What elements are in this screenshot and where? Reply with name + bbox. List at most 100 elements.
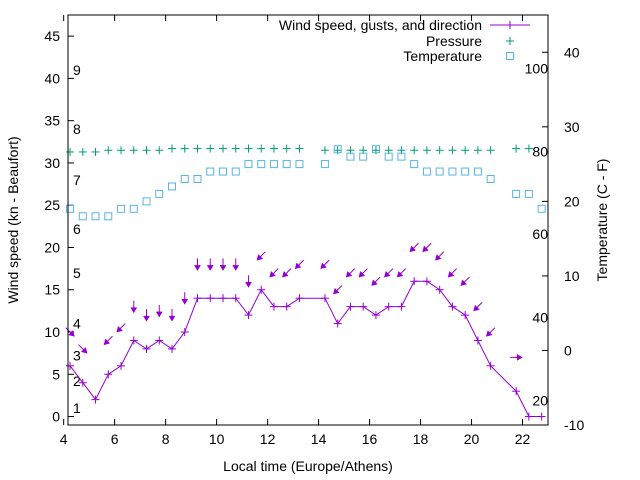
wind-direction-arrow xyxy=(256,251,266,261)
y-tick-label: 25 xyxy=(44,197,60,213)
y2-tick-label: 20 xyxy=(564,193,580,209)
y-tick-label: 35 xyxy=(44,113,60,129)
temperature-point xyxy=(512,189,521,198)
pressure-point xyxy=(282,144,291,153)
temperature-point xyxy=(333,145,342,154)
temperature-point xyxy=(486,175,495,183)
wind-direction-arrow xyxy=(78,344,88,354)
wind-speed-point xyxy=(168,344,177,353)
x-tick-label: 14 xyxy=(311,431,327,447)
wind-direction-arrow xyxy=(384,268,394,278)
pressure-point xyxy=(218,144,227,153)
wind-speed-point xyxy=(410,277,419,286)
x-tick-label: 6 xyxy=(111,431,119,447)
pressure-point xyxy=(473,146,482,155)
x-tick-label: 20 xyxy=(464,431,480,447)
y-tick-label: 5 xyxy=(52,366,60,382)
temperature-point xyxy=(66,204,75,213)
pressure-point xyxy=(231,144,240,153)
x-tick-label: 8 xyxy=(162,431,170,447)
wind-direction-arrow xyxy=(473,302,483,312)
temperature-point xyxy=(359,152,368,161)
pressure-point xyxy=(257,144,266,153)
temperature-point xyxy=(282,160,291,169)
beaufort-label: 6 xyxy=(73,221,81,237)
wind-speed-point xyxy=(104,370,113,379)
fahrenheit-label: 100 xyxy=(525,61,549,77)
x-tick-label: 22 xyxy=(515,431,531,447)
beaufort-label: 9 xyxy=(73,62,81,78)
temperature-point xyxy=(142,197,151,206)
y-tick-label: 0 xyxy=(52,409,60,425)
y-tick-label: 20 xyxy=(44,239,60,255)
pressure-point xyxy=(435,146,444,155)
wind-direction-arrow xyxy=(320,259,330,269)
temperature-point xyxy=(206,167,215,176)
pressure-point xyxy=(193,144,202,153)
axis-ticks xyxy=(63,15,548,426)
wind-direction-arrow xyxy=(358,268,368,278)
pressure-point xyxy=(142,146,151,155)
temperature-point xyxy=(384,152,393,161)
temperature-point xyxy=(117,204,126,213)
wind-speed-point xyxy=(282,302,291,311)
pressure-point xyxy=(104,146,113,155)
legend-samples xyxy=(490,21,530,60)
wind-speed-point xyxy=(397,302,406,311)
y2-tick-label: 0 xyxy=(564,342,572,358)
temperature-point xyxy=(422,167,431,176)
wind-direction-arrow xyxy=(409,242,419,253)
tick-labels: 4 6 8 10 12 14 16 18 20 22051015202530354045-1001… xyxy=(44,28,584,447)
wind-speed-point xyxy=(231,294,240,303)
wind-speed-point xyxy=(269,302,278,311)
temperature-point xyxy=(155,189,164,198)
wind-direction-arrow xyxy=(460,276,470,286)
y2-tick-label: -10 xyxy=(564,417,584,433)
pressure-point xyxy=(117,146,126,155)
pressure-point xyxy=(410,146,419,155)
temperature-point xyxy=(257,160,266,169)
wind-direction-arrow xyxy=(447,268,458,278)
y-tick-label: 10 xyxy=(44,324,60,340)
wind-speed-point xyxy=(129,336,138,345)
beaufort-label: 2 xyxy=(73,373,81,389)
wind-direction-arrow xyxy=(65,327,75,337)
beaufort-label: 7 xyxy=(73,172,81,188)
wind-speed-point xyxy=(320,294,329,303)
wind-speed-point xyxy=(66,361,75,370)
temperature-point xyxy=(410,160,419,169)
y2-tick-label: 30 xyxy=(564,119,580,135)
beaufort-label: 8 xyxy=(73,121,81,137)
wind-speed-point xyxy=(180,328,189,337)
temperature-point xyxy=(537,204,546,213)
temperature-point xyxy=(231,167,240,176)
y-axis-title: Wind speed (kn - Beaufort) xyxy=(5,136,21,303)
wind-speed-point xyxy=(155,336,164,345)
wind-direction-arrows xyxy=(65,242,523,361)
wind-speed-point xyxy=(512,387,521,396)
temperature-point xyxy=(218,167,227,176)
y2-tick-label: 10 xyxy=(564,268,580,284)
wind-speed-point xyxy=(257,285,266,294)
pressure-point xyxy=(155,146,164,155)
fahrenheit-label: 60 xyxy=(532,226,548,242)
wind-speed-point xyxy=(333,319,342,328)
y2-axis-title: Temperature (C - F) xyxy=(594,159,610,282)
temperature-point xyxy=(269,160,278,169)
wind-speed-point xyxy=(486,361,495,370)
wind-direction-arrow xyxy=(345,268,356,278)
temperature-point xyxy=(78,212,87,221)
y-tick-label: 40 xyxy=(44,70,60,86)
pressure-point xyxy=(78,147,87,156)
pressure-point xyxy=(486,146,495,155)
wind-direction-arrow xyxy=(219,258,227,271)
wind-speed-point xyxy=(359,302,368,311)
wind-direction-arrow xyxy=(155,304,163,318)
wind-direction-arrow xyxy=(232,258,240,271)
pressure-point xyxy=(512,144,521,153)
temperature-point xyxy=(104,212,113,221)
pressure-point xyxy=(168,144,177,153)
wind-direction-arrow xyxy=(435,251,445,261)
wind-speed-line xyxy=(69,280,542,417)
